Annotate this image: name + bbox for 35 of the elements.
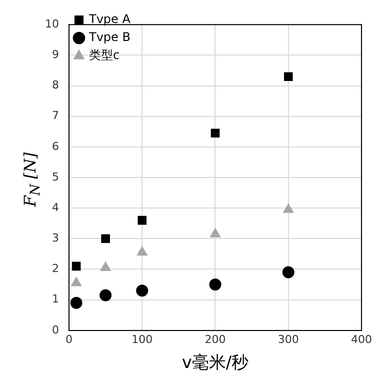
point (210, 228, 221, 238)
y-tick-label: 3 (52, 232, 59, 245)
y-tick-label: 8 (52, 78, 59, 92)
y-tick-label: 2 (52, 262, 59, 276)
x-tick-label: 0 (65, 332, 72, 346)
y-tick-label: 5 (52, 170, 59, 184)
point (284, 72, 293, 81)
point (136, 284, 148, 297)
point (283, 204, 294, 213)
x-tick-label: 100 (132, 332, 153, 346)
point (282, 266, 294, 278)
x-axis-title: v毫米/秒 (182, 353, 249, 374)
point (209, 278, 222, 291)
y-tick-label: 0 (52, 323, 59, 336)
x-tick-label: 400 (351, 332, 372, 346)
x-tick-label: 300 (278, 332, 299, 346)
legend-label: Tvpe B (88, 30, 130, 44)
point (70, 296, 82, 309)
legend-label: 类型c (88, 48, 120, 62)
y-tick-label: 9 (52, 48, 59, 62)
point (100, 289, 112, 302)
y-tick-label: 7 (52, 109, 59, 122)
point (138, 216, 147, 225)
y-tick-label: 10 (44, 17, 59, 30)
point (72, 262, 81, 271)
point (71, 277, 82, 286)
point (100, 262, 111, 271)
legend-label: Tvpe A (88, 12, 132, 26)
point (101, 234, 110, 244)
x-tick-label: 200 (204, 332, 226, 346)
y-tick-label: 6 (52, 140, 59, 153)
point (210, 128, 220, 138)
point (136, 246, 148, 256)
y-tick-label: 1 (52, 292, 59, 306)
y-tick-label: 4 (52, 200, 59, 214)
